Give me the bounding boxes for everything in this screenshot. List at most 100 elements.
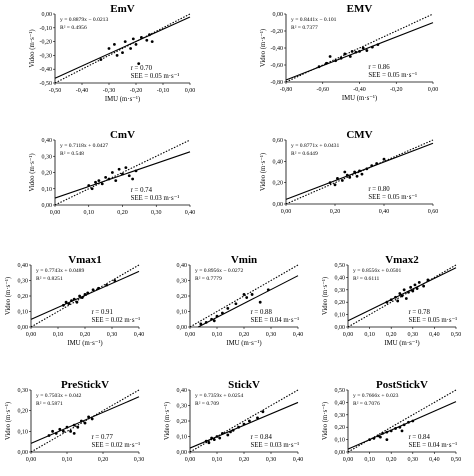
data-point	[210, 317, 214, 321]
data-point	[114, 179, 118, 183]
y-tick-label: 0,00	[335, 325, 346, 331]
x-tick-label: 0,10	[364, 457, 375, 463]
data-point	[221, 432, 224, 435]
data-point	[231, 428, 235, 432]
correlation-label: r = 0.86	[368, 64, 390, 71]
x-tick-label: 0,00	[185, 332, 196, 338]
y-tick-label: 0,00	[18, 450, 29, 456]
see-label: SEE = 0.05 m·s⁻¹	[131, 73, 180, 80]
data-point	[121, 172, 124, 176]
regression-line	[347, 401, 457, 450]
y-tick-label: 0,20	[177, 294, 188, 300]
x-tick-label: 0,00	[343, 332, 354, 338]
data-point	[148, 33, 151, 37]
chart-title: Vmax1	[68, 254, 102, 266]
regression-equation: y = 0.8956x − 0.0272	[195, 268, 243, 274]
data-point	[400, 429, 404, 433]
data-point	[372, 436, 376, 440]
data-point	[115, 54, 119, 57]
correlation-label: r = 0.77	[91, 434, 113, 441]
data-point	[72, 423, 76, 427]
y-tick-label: 0,50	[335, 388, 346, 394]
x-tick-label: 0,20	[117, 210, 128, 216]
y-tick-label: 0,10	[177, 435, 188, 441]
data-point	[87, 184, 91, 187]
regression-equation: y = 0.7503x + 0.042	[36, 393, 82, 399]
x-tick-label: 0,20	[80, 332, 91, 338]
x-tick-label: 0,10	[84, 210, 95, 216]
data-point	[123, 40, 127, 43]
y-tick-label: 0,20	[18, 409, 29, 415]
data-point	[117, 167, 121, 171]
data-point	[107, 177, 111, 181]
data-point	[212, 319, 216, 323]
identity-line	[54, 13, 191, 84]
data-point	[394, 295, 397, 299]
data-point	[110, 171, 114, 174]
chart-title: CMV	[346, 129, 372, 141]
data-point	[69, 429, 72, 433]
r-squared-label: R² = 0.6449	[291, 151, 318, 157]
data-point	[62, 303, 65, 307]
x-tick-label: 0,20	[239, 457, 250, 463]
data-point	[409, 285, 413, 289]
y-tick-label: 0,00	[335, 450, 346, 456]
r-squared-label: R² = 0.5871	[36, 401, 63, 407]
data-point	[353, 170, 356, 174]
x-tick-label: 0,00	[185, 457, 196, 463]
data-point	[97, 179, 101, 183]
data-point	[358, 50, 361, 53]
y-tick-label: 0,10	[177, 310, 188, 316]
y-tick-label: -0,20	[271, 29, 284, 35]
data-point	[328, 55, 332, 58]
data-point	[325, 61, 328, 65]
y-tick-label: -0,40	[271, 46, 284, 52]
y-tick-label: 0,00	[18, 325, 29, 331]
data-point	[127, 174, 131, 178]
data-point	[355, 174, 359, 178]
data-point	[413, 283, 417, 287]
x-tick-label: 0,40	[429, 332, 440, 338]
see-label: SEE = 0.02 m·s⁻¹	[91, 317, 140, 324]
data-point	[394, 427, 397, 430]
correlation-label: r = 0.91	[91, 309, 112, 316]
regression-equation: y = 0.8771x + 0.0431	[291, 143, 339, 149]
data-point	[105, 283, 108, 287]
regression-equation: y = 0.8556x + 0.0501	[353, 268, 401, 274]
x-tick-label: 0,40	[293, 332, 304, 338]
x-tick-label: 0,20	[386, 457, 397, 463]
y-tick-label: 0,60	[273, 138, 284, 144]
data-point	[398, 425, 402, 429]
x-tick-label: 0,40	[134, 332, 145, 338]
y-tick-label: 0,40	[18, 263, 29, 269]
x-tick-label: 0,30	[408, 457, 419, 463]
data-point	[370, 164, 374, 168]
data-point	[400, 294, 404, 298]
data-point	[97, 286, 100, 290]
x-tick-label: -0,20	[390, 87, 403, 93]
data-point	[343, 52, 347, 56]
data-point	[87, 415, 90, 419]
y-tick-label: 0,30	[177, 404, 188, 410]
regression-equation: y = 0.7118x + 0.0427	[60, 143, 108, 149]
chart-title: EMV	[347, 3, 373, 15]
y-tick-label: 0,10	[18, 310, 29, 316]
x-tick-label: 0,10	[53, 332, 64, 338]
data-point	[83, 421, 87, 425]
y-tick-label: 0,10	[18, 429, 29, 435]
data-point	[361, 46, 365, 50]
data-point	[226, 433, 230, 437]
x-tick-label: -0,40	[353, 87, 366, 93]
data-point	[90, 187, 94, 191]
regression-equation: y = 0.7666x + 0.023	[353, 393, 399, 399]
y-tick-label: 0,00	[42, 203, 53, 209]
data-point	[358, 169, 361, 173]
data-point	[83, 293, 87, 296]
data-point	[58, 427, 62, 431]
x-tick-label: 0,40	[293, 457, 304, 463]
see-label: SEE = 0.02 m·s⁻¹	[91, 442, 140, 449]
data-point	[317, 65, 321, 69]
data-point	[266, 288, 270, 292]
data-point	[150, 40, 154, 43]
data-point	[350, 50, 354, 53]
